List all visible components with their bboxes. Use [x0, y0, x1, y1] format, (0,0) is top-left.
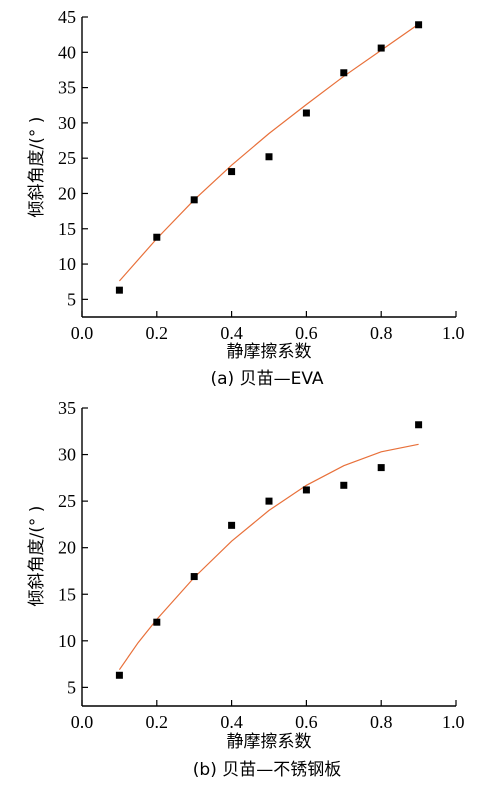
chart-panel-a: 0.0 0.2 0.4 0.6 0.8 1.0 5 10 15 20 25 30 35 40 45 静摩擦系数…: [27, 7, 465, 389]
y-tick-label: 35: [58, 78, 76, 98]
x-axis-label: 静摩擦系数: [227, 342, 312, 362]
x-tick-label: 1.0: [442, 712, 465, 732]
x-tick-label: 0.8: [370, 712, 393, 732]
data-point: [265, 153, 273, 161]
y-tick-label: 25: [58, 148, 76, 168]
fit-curve: [118, 23, 419, 282]
x-axis-label: 静摩擦系数: [227, 732, 312, 752]
data-point: [377, 464, 385, 472]
data-point: [302, 109, 310, 117]
x-tick-label: 0.4: [220, 712, 243, 732]
x-tick-label: 0.8: [370, 323, 393, 343]
y-axis-label: 倾斜角度/(° ): [27, 117, 47, 218]
y-tick-label: 25: [58, 491, 76, 511]
data-point: [415, 21, 423, 29]
chart-panel-b: 0.0 0.2 0.4 0.6 0.8 1.0 5 10 15 20 25 30 35 静摩擦系数 倾斜角度…: [27, 398, 465, 780]
y-tick-label: 10: [58, 631, 76, 651]
y-tick-label: 10: [58, 254, 76, 274]
x-tick-label: 0.2: [146, 323, 169, 343]
y-tick-label: 30: [58, 113, 76, 133]
y-tick-label: 40: [58, 42, 76, 62]
data-point: [340, 69, 348, 77]
panel-caption: (a) 贝苗—EVA: [211, 369, 324, 389]
data-point: [302, 486, 310, 494]
data-point: [228, 168, 236, 176]
y-tick-label: 30: [58, 445, 76, 465]
data-point: [115, 286, 123, 294]
data-point: [228, 521, 236, 529]
data-point: [190, 573, 198, 581]
data-point: [265, 497, 273, 505]
x-tick-label: 0.4: [220, 323, 243, 343]
y-tick-label: 5: [67, 289, 76, 309]
x-tick-label: 0.6: [295, 712, 318, 732]
y-tick-label: 15: [58, 219, 76, 239]
x-tick-label: 0.2: [146, 712, 169, 732]
data-point: [415, 421, 423, 429]
data-point: [377, 44, 385, 52]
panel-caption: (b) 贝苗—不锈钢板: [193, 760, 341, 780]
data-point: [153, 618, 161, 626]
y-tick-label: 5: [67, 677, 76, 697]
x-tick-label: 1.0: [442, 323, 465, 343]
y-tick-label: 35: [58, 398, 76, 418]
y-tick-label: 20: [58, 183, 76, 203]
x-tick-label: 0.6: [295, 323, 318, 343]
x-tick-label: 0.0: [71, 712, 94, 732]
x-tick-label: 0.0: [71, 323, 94, 343]
y-axis-label: 倾斜角度/(° ): [27, 506, 47, 607]
y-tick-label: 45: [58, 7, 76, 27]
data-point: [190, 196, 198, 204]
data-point: [340, 481, 348, 489]
data-point: [115, 671, 123, 679]
y-tick-label: 15: [58, 584, 76, 604]
fit-curve: [118, 443, 419, 671]
data-point: [153, 233, 161, 241]
y-tick-label: 20: [58, 538, 76, 558]
